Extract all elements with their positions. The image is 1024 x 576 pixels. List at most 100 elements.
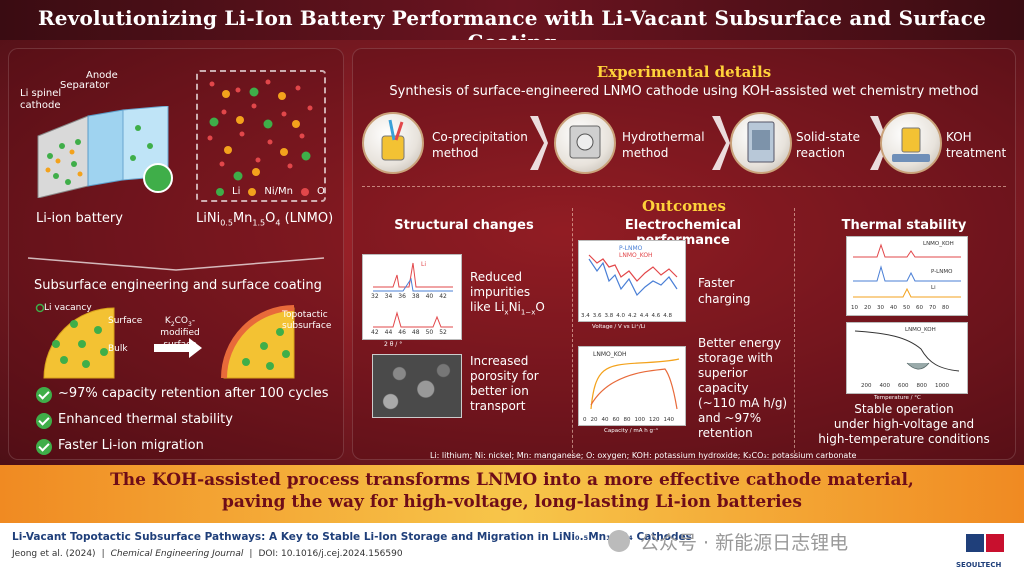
tick: 3.8: [604, 313, 614, 319]
gitt-chart: P-LNMO LNMO_KOH 3.4 3.6 3.8 4.0 4.2 4.4 4.6 4.8: [578, 240, 686, 322]
thermal-xrd-chart: LNMO_KOH P-LNMO Li 10 20 30 40 50 60 70 80: [846, 236, 968, 316]
thermal-title: Thermal stability: [841, 218, 967, 233]
divider: [572, 208, 573, 458]
surface-label: Surface: [108, 316, 143, 326]
solidstate-icon: [730, 112, 792, 174]
tick: 80: [623, 417, 631, 423]
step3-l1: Solid-state: [796, 130, 860, 144]
benefit-2: Enhanced thermal stability: [58, 412, 233, 427]
benefit-1: ~97% capacity retention after 100 cycles: [58, 386, 329, 401]
divider: [794, 208, 795, 458]
conclusion-line-2: paving the way for high-voltage, long-la…: [222, 492, 802, 512]
step1-l2: method: [432, 146, 479, 160]
li-swatch: [216, 187, 224, 196]
main-title: Revolutionizing Li-Ion Battery Performan…: [37, 6, 987, 54]
thermal-xrd-legend-2: P-LNMO: [931, 269, 953, 275]
step-arrow: [530, 116, 548, 170]
cathode-label-1: Li spinel: [20, 88, 62, 99]
separator-label: Separator: [60, 80, 110, 91]
tick: 46: [398, 329, 406, 336]
lnmo-legend: Li Ni/Mn O: [216, 186, 325, 197]
tick: 1000: [935, 383, 949, 389]
bulk-label: Bulk: [108, 344, 128, 354]
tick: 36: [398, 293, 406, 300]
arrow-label-1: K2CO3-: [160, 316, 200, 328]
porosity-l3: better ion: [470, 384, 529, 398]
hydrothermal-icon: [554, 112, 616, 174]
tick: 20: [864, 305, 871, 311]
tick: 3.4: [581, 313, 590, 319]
tick: 32: [371, 293, 379, 300]
tga-plot: [854, 330, 960, 372]
gitt-legend-1: P-LNMO: [619, 245, 643, 252]
xrd-ticks-bot: 42 44 46 48 50 52: [371, 329, 447, 336]
check-icon: [36, 387, 52, 403]
anode-label: Anode: [86, 70, 118, 81]
xrd-ticks-top: 32 34 36 38 40 42: [371, 293, 447, 300]
experimental-subtitle: Synthesis of surface-engineered LNMO cat…: [389, 84, 979, 99]
energy-l5: (~110 mA h/g): [698, 396, 788, 410]
thermal-xrd-plot: [853, 243, 961, 298]
thermal-xrd-legend-1: LNMO_KOH: [923, 241, 954, 247]
left-panel: [8, 48, 344, 460]
impurity-a: like Li: [470, 300, 505, 314]
tick: 200: [861, 383, 872, 389]
gitt-plot: [588, 254, 678, 297]
energy-l1: Better energy: [698, 336, 781, 350]
separator: |: [101, 549, 105, 559]
tick: 20: [590, 417, 598, 423]
furnace-icon: [747, 121, 775, 163]
lnmo-o: O: [265, 211, 276, 226]
watermark: 公众号 · 新能源日志锂电: [640, 532, 849, 554]
porosity-l2: porosity for: [470, 369, 539, 383]
tick: 120: [649, 417, 660, 423]
energy-l6: and ~97%: [698, 411, 762, 425]
xrd-chart: Li 32 34 36 38 40 42 42 44 46 48 50 52: [362, 254, 462, 340]
impurity-l3: like LixNi1−xO: [470, 300, 545, 316]
stable-l1: Stable operation: [854, 402, 954, 416]
paper-title: Li-Vacant Topotactic Subsurface Pathways…: [12, 531, 692, 543]
cap-xlabel: Capacity / mA h g⁻¹: [604, 428, 659, 434]
tick: 4.0: [616, 313, 625, 319]
tick: 10: [851, 305, 858, 311]
tick: 4.8: [663, 313, 672, 319]
nimn-swatch: [248, 187, 257, 196]
seoultech-logo: [966, 534, 1004, 552]
arrow-co: CO: [174, 316, 189, 326]
tick: 40: [890, 305, 897, 311]
impurity-l2: impurities: [470, 285, 531, 299]
arrow-sub: 2: [170, 320, 175, 328]
impurity-sub1: x: [504, 308, 509, 317]
citation: Jeong et al. (2024) | Chemical Engineeri…: [12, 549, 403, 559]
tick: 0: [583, 417, 587, 423]
capacity-plot: [590, 358, 680, 410]
energy-l2: storage with: [698, 351, 773, 365]
topotactic-label-1: Topotactic: [282, 310, 328, 320]
battery-illustration: [37, 106, 173, 198]
logo-text: SEOULTECH: [956, 561, 1002, 569]
tick: 400: [879, 383, 891, 389]
arrow-label-3: surface: [163, 340, 197, 350]
cap-legend: LNMO_KOH: [593, 351, 627, 358]
section-chevron: [27, 257, 325, 271]
tick: 140: [663, 417, 675, 423]
divider: [362, 186, 1006, 187]
thermal-xrd-xticks: 10 20 30 40 50 60 70 80: [851, 305, 949, 311]
tick: 100: [634, 417, 646, 423]
subsurface-title: Subsurface engineering and surface coati…: [34, 278, 322, 293]
tick: 34: [384, 293, 393, 300]
stable-l3: high-temperature conditions: [818, 432, 990, 446]
o-swatch: [300, 187, 309, 196]
impurity-sub2: 1−x: [520, 308, 536, 317]
lnmo-lattice: [207, 79, 313, 181]
tick: 4.4: [639, 313, 649, 319]
arrow-dash: -: [191, 316, 196, 326]
arrow-k: K: [164, 316, 171, 326]
tick: 80: [942, 305, 949, 311]
lnmo-structure-box: [196, 70, 326, 202]
legend-li: Li: [232, 186, 241, 197]
tick: 60: [612, 417, 620, 423]
impurity-b: Ni: [508, 300, 521, 314]
tick: 4.2: [628, 313, 637, 319]
lnmo-sub1: 0.5: [220, 218, 233, 228]
